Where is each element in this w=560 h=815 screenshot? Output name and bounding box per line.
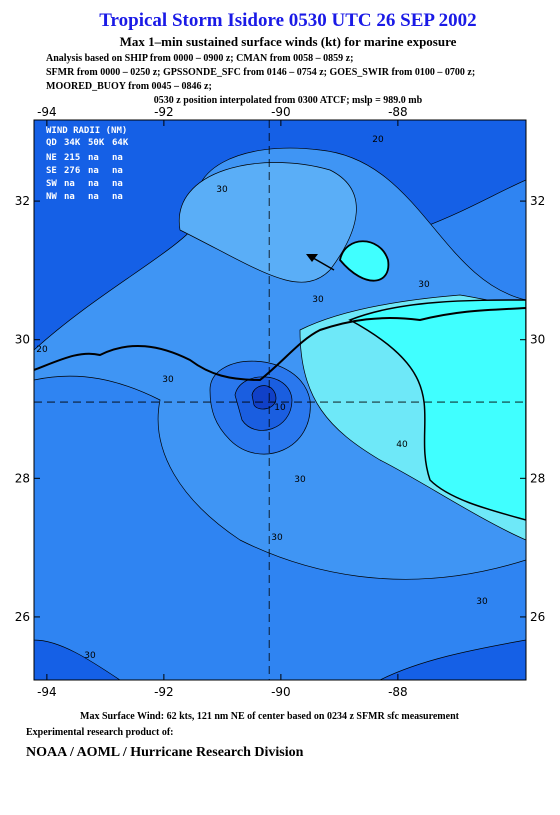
max-wind: Max Surface Wind: 62 kts, 121 nm NE of c… [80,711,460,722]
radii-header: 50K [88,138,105,148]
x-tick-label: -88 [388,685,408,699]
y-tick-label: 28 [530,471,545,485]
contour-label: 30 [418,280,430,290]
radii-cell: na [112,179,123,189]
contour-label: 30 [162,375,174,385]
radii-title: WIND RADII (NM) [46,126,127,136]
radii-header: QD [46,138,57,148]
y-tick-label: 26 [15,610,30,624]
contour-label: 30 [271,533,283,543]
analysis-line: MOORED_BUOY from 0045 – 0846 z; [46,81,212,92]
y-tick-label: 32 [15,194,30,208]
radii-cell: 276 [64,166,80,176]
radii-cell: na [88,179,99,189]
radii-cell: NW [46,192,57,202]
radii-cell: na [112,192,123,202]
radii-cell: na [88,166,99,176]
radii-cell: 215 [64,153,80,163]
contour-label: 30 [216,185,228,195]
subtitle: Max 1–min sustained surface winds (kt) f… [120,34,457,49]
x-tick-label: -94 [37,105,57,119]
x-tick-label: -90 [271,105,291,119]
contour-label: 20 [372,135,384,145]
radii-header: 64K [112,138,129,148]
radii-cell: na [112,153,123,163]
radii-cell: na [64,179,75,189]
y-tick-label: 26 [530,610,545,624]
note: Experimental research product of: [26,727,173,738]
contour-label: 30 [294,475,306,485]
x-tick-label: -92 [154,685,174,699]
y-tick-label: 30 [530,333,545,347]
radii-cell: na [64,192,75,202]
y-tick-label: 32 [530,194,545,208]
x-tick-label: -90 [271,685,291,699]
title: Tropical Storm Isidore 0530 UTC 26 SEP 2… [99,10,476,31]
radii-cell: SW [46,179,57,189]
radii-header: 34K [64,138,81,148]
contour-label: 40 [396,440,408,450]
y-tick-label: 28 [15,471,30,485]
radii-cell: na [88,153,99,163]
radii-cell: NE [46,153,57,163]
y-tick-label: 30 [15,333,30,347]
radii-cell: na [88,192,99,202]
frame [33,119,527,681]
contour-label: 10 [274,403,286,413]
x-tick-label: -88 [388,105,408,119]
radii-cell: na [112,166,123,176]
contour-label: 30 [312,295,324,305]
x-tick-label: -92 [154,105,174,119]
contour-label: 30 [84,651,96,661]
x-tick-label: -94 [37,685,57,699]
org: NOAA / AOML / Hurricane Research Divisio… [26,745,304,760]
radii-cell: SE [46,166,57,176]
wind-radii: WIND RADII (NM) QD 34K 50K 64K NE 215 na na SE 276… [46,126,129,202]
contours [34,120,526,680]
position-note: 0530 z position interpolated from 0300 A… [154,95,423,106]
contour-label: 30 [476,597,488,607]
analysis-line: SFMR from 0000 – 0250 z; GPSSONDE_SFC fr… [46,67,475,78]
contour-label: 20 [36,345,48,355]
analysis-line: Analysis based on SHIP from 0000 – 0900 … [46,53,353,64]
